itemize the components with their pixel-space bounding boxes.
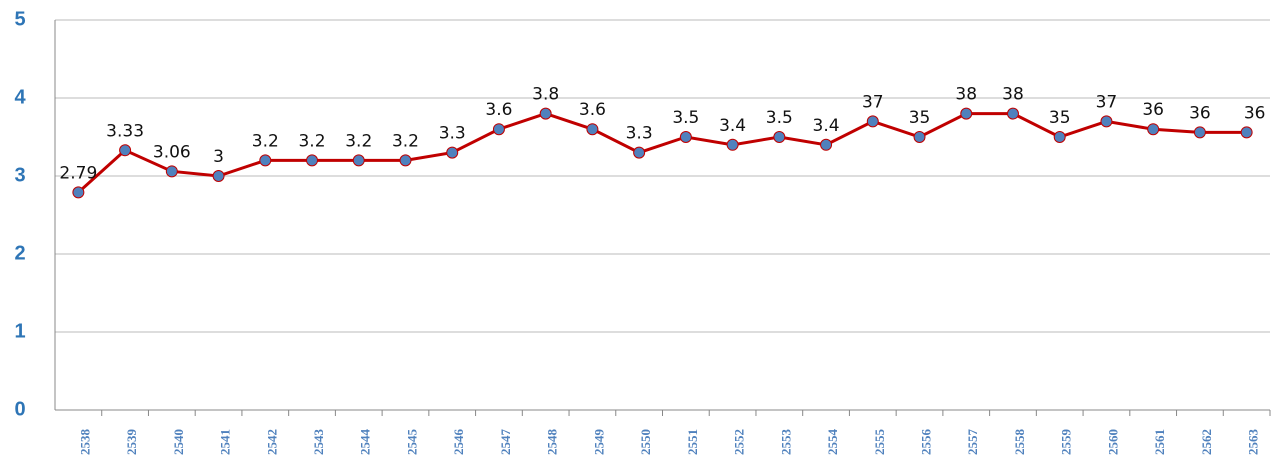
data-label: 2.79 xyxy=(59,163,97,183)
x-tick-label: 2554 xyxy=(825,429,840,456)
data-label: 3.2 xyxy=(252,131,279,151)
x-tick-label: 2549 xyxy=(591,429,606,456)
x-tick-label: 2548 xyxy=(545,429,560,456)
marker xyxy=(774,132,785,143)
marker xyxy=(634,147,645,158)
marker xyxy=(867,116,878,127)
marker xyxy=(1054,132,1065,143)
marker xyxy=(914,132,925,143)
marker xyxy=(213,171,224,182)
x-tick-label: 2543 xyxy=(311,429,326,456)
y-tick-label: 4 xyxy=(14,86,26,108)
marker xyxy=(1101,116,1112,127)
data-label: 37 xyxy=(862,92,884,112)
x-tick-label: 2556 xyxy=(919,429,934,456)
marker xyxy=(493,124,504,135)
x-tick-label: 2546 xyxy=(451,429,466,456)
x-tick-label: 2545 xyxy=(404,429,419,456)
data-label: 3.06 xyxy=(153,142,191,162)
x-tick-label: 2538 xyxy=(77,429,92,456)
data-label: 3.4 xyxy=(813,116,840,136)
x-tick-label: 2555 xyxy=(872,429,887,456)
x-tick-label: 2563 xyxy=(1246,429,1261,456)
y-tick-label: 0 xyxy=(14,398,25,420)
x-tick-label: 2558 xyxy=(1012,428,1027,455)
x-tick-label: 2547 xyxy=(498,429,513,456)
data-label: 37 xyxy=(1096,92,1118,112)
data-label: 36 xyxy=(1142,100,1164,120)
chart: 0 1 2 3 4 5 2538 2539 2540 2541 2542 2543 2544 2545 25… xyxy=(0,0,1285,475)
marker xyxy=(1241,127,1252,138)
marker xyxy=(587,124,598,135)
marker xyxy=(400,155,411,166)
x-tick-label: 2560 xyxy=(1105,429,1120,455)
data-label: 36 xyxy=(1244,103,1266,123)
data-label: 35 xyxy=(1049,108,1071,128)
data-label: 3.2 xyxy=(345,131,372,151)
data-label: 3.4 xyxy=(719,116,746,136)
x-tick-label: 2551 xyxy=(685,429,700,455)
x-tick-label: 2561 xyxy=(1152,429,1167,455)
data-label: 3.2 xyxy=(298,131,325,151)
marker xyxy=(1007,108,1018,119)
marker xyxy=(353,155,364,166)
line xyxy=(78,114,1246,193)
marker xyxy=(260,155,271,166)
marker xyxy=(73,187,84,198)
marker xyxy=(821,139,832,150)
data-label: 3.3 xyxy=(626,124,653,144)
marker xyxy=(727,139,738,150)
marker xyxy=(447,147,458,158)
x-tick-label: 2550 xyxy=(638,429,653,455)
x-tick-label: 2557 xyxy=(965,429,980,456)
marker xyxy=(307,155,318,166)
marker xyxy=(1148,124,1159,135)
x-tick-label: 2544 xyxy=(358,429,373,456)
data-label: 38 xyxy=(1002,85,1024,105)
data-label: 35 xyxy=(909,108,931,128)
x-tick-label: 2552 xyxy=(732,429,747,455)
y-tick-label: 3 xyxy=(14,164,25,186)
data-label: 36 xyxy=(1189,103,1211,123)
x-tick-label: 2559 xyxy=(1059,429,1074,456)
x-tick-label: 2540 xyxy=(171,429,186,455)
x-tick-label: 2542 xyxy=(264,429,279,455)
y-tick-label: 1 xyxy=(14,320,25,342)
y-tick-label: 5 xyxy=(14,8,25,30)
data-label: 38 xyxy=(955,85,977,105)
data-label: 3.6 xyxy=(579,100,606,120)
data-label: 3.5 xyxy=(672,108,699,128)
marker xyxy=(540,108,551,119)
x-tick-label: 2562 xyxy=(1199,429,1214,455)
x-tick-label: 2541 xyxy=(218,429,233,455)
data-label: 3.5 xyxy=(766,108,793,128)
y-tick-label: 2 xyxy=(14,242,25,264)
marker xyxy=(166,166,177,177)
data-label: 3 xyxy=(213,147,224,167)
data-label: 3.6 xyxy=(485,100,512,120)
x-tick-label: 2539 xyxy=(124,429,139,456)
data-label: 3.2 xyxy=(392,131,419,151)
marker xyxy=(680,132,691,143)
marker xyxy=(1194,127,1205,138)
data-label: 3.3 xyxy=(439,124,466,144)
data-label: 3.8 xyxy=(532,85,559,105)
data-label: 3.33 xyxy=(106,121,144,141)
marker xyxy=(120,145,131,156)
marker xyxy=(961,108,972,119)
x-tick-label: 2553 xyxy=(778,429,793,456)
